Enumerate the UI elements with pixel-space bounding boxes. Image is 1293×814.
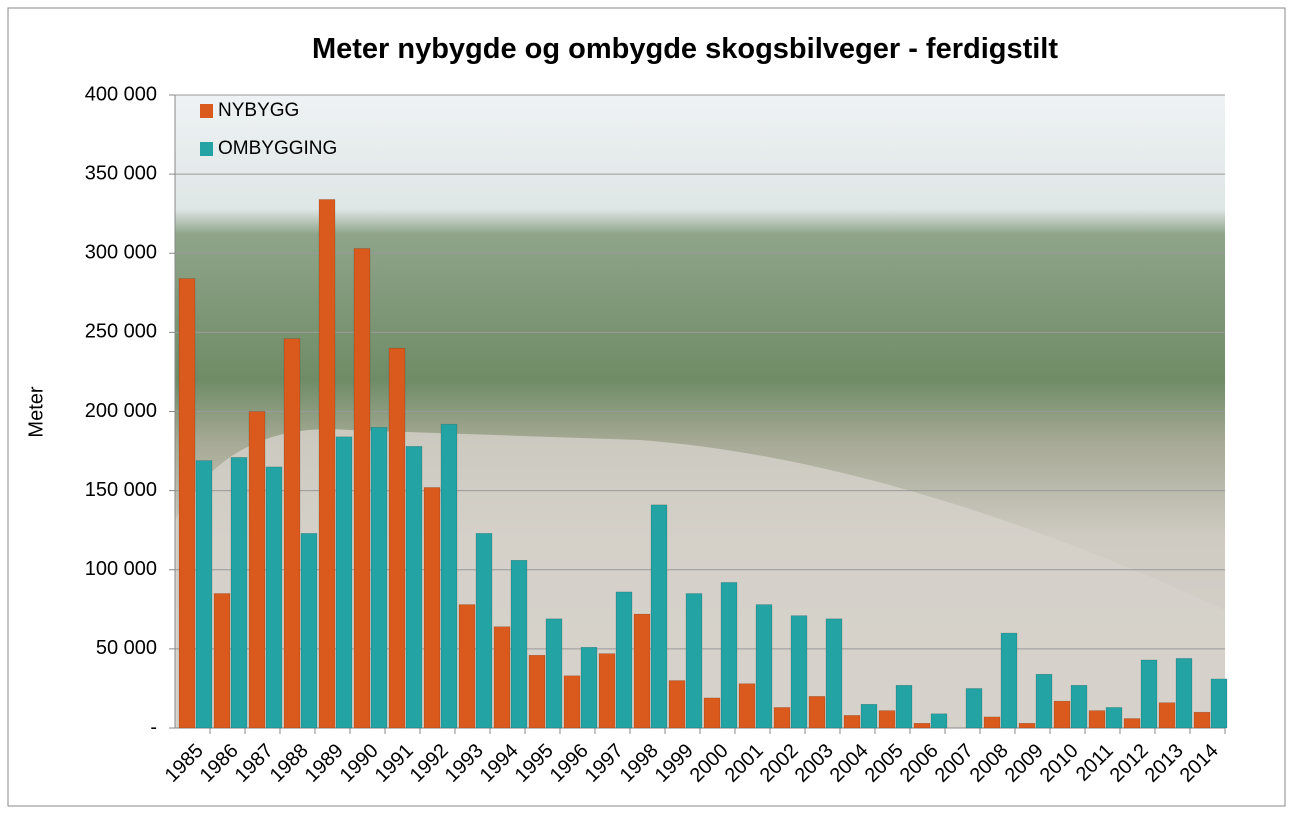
bar [1105,707,1123,729]
bar [615,591,633,729]
legend-swatch [200,104,213,118]
y-tick-label: 300 000 [85,242,157,264]
bar [230,457,248,729]
y-tick-label: 150 000 [85,479,157,501]
bar [633,613,651,729]
bar [458,604,476,729]
bar [1140,659,1158,729]
y-tick-label: 350 000 [85,162,157,184]
bar [843,715,861,729]
bar [930,713,948,729]
bar [318,199,336,729]
bar [685,593,703,729]
bar [1193,711,1211,729]
bar [1210,678,1228,729]
bar [335,436,353,729]
bar [790,615,808,729]
bar [983,716,1001,729]
legend-label: NYBYGG [218,100,299,121]
y-axis-label: Meter [25,386,47,437]
bar [668,680,686,729]
bar [773,707,791,729]
bar [860,704,878,729]
bar [563,675,581,729]
bar [1175,658,1193,729]
y-tick-label: 250 000 [85,321,157,343]
bar [248,411,266,729]
bar [1070,685,1088,729]
legend-label: OMBYGGING [218,138,337,159]
bar [1088,710,1106,729]
bar [195,460,213,729]
bar [1123,718,1141,729]
bar [528,654,546,729]
bar [510,560,528,729]
bar [388,347,406,729]
bar [1053,700,1071,729]
bar [440,423,458,729]
bar [755,604,773,729]
chart-title: Meter nybygde og ombygde skogsbilveger -… [312,33,1058,65]
bar [353,248,371,729]
legend-swatch [200,142,213,156]
bar [265,466,283,729]
bar [895,685,913,729]
bar [650,504,668,729]
bar [703,697,721,729]
bar [1000,632,1018,729]
bar [1035,673,1053,729]
bar [913,723,931,729]
bar [598,653,616,729]
y-tick-label: 400 000 [85,83,157,105]
bar [965,688,983,729]
bar [213,593,231,729]
y-tick-label: - [150,716,157,738]
bar [178,278,196,729]
bar [580,647,598,729]
y-tick-label: 200 000 [85,400,157,422]
bar [283,338,301,729]
bar [405,446,423,729]
bar [878,710,896,729]
bar [300,533,318,729]
bar [1018,723,1036,729]
bar [493,626,511,729]
y-tick-label: 50 000 [96,637,157,659]
bar [545,618,563,729]
bar [825,618,843,729]
bar [1158,702,1176,729]
bar [370,427,388,729]
bar [738,683,756,729]
bar [423,487,441,729]
bar [808,696,826,729]
y-tick-label: 100 000 [85,558,157,580]
bar [475,533,493,729]
bar [720,582,738,729]
